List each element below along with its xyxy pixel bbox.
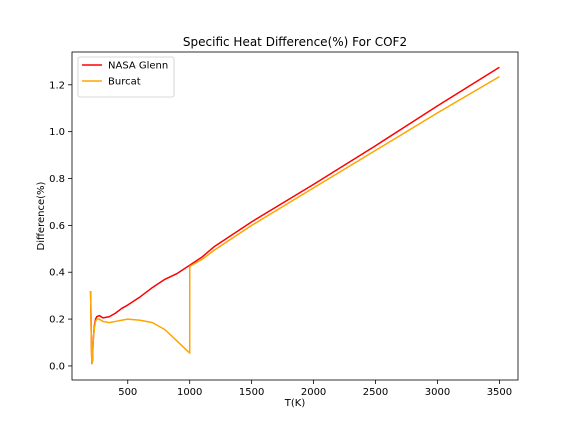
x-tick-label: 3000 — [425, 387, 450, 398]
x-axis-label: T(K) — [284, 398, 306, 409]
y-tick-label: 0.6 — [49, 221, 65, 232]
chart-title: Specific Heat Difference(%) For COF2 — [183, 35, 407, 49]
y-axis-label: Difference(%) — [36, 181, 47, 250]
x-tick-label: 2000 — [301, 387, 326, 398]
y-tick-label: 0.0 — [49, 361, 65, 372]
axis-ticks: 500 1000 1500 2000 2500 3000 3500 0.0 0.2 0.4 0.6 0… — [49, 80, 512, 398]
legend: NASA Glenn Burcat — [77, 56, 175, 98]
series-line-burcat — [89, 75, 500, 365]
axes-frame — [71, 51, 519, 381]
x-tick-label: 3500 — [487, 387, 512, 398]
legend-label-nasa-glenn: NASA Glenn — [108, 61, 168, 72]
y-tick-label: 0.2 — [49, 315, 65, 326]
x-tick-label: 1000 — [177, 387, 202, 398]
plot-area — [89, 66, 500, 365]
y-tick-label: 0.4 — [49, 268, 65, 279]
y-tick-label: 1.0 — [49, 127, 65, 138]
y-tick-label: 1.2 — [49, 80, 65, 91]
y-tick-label: 0.8 — [49, 174, 65, 185]
x-tick-label: 1500 — [239, 387, 264, 398]
legend-box — [77, 56, 175, 98]
legend-label-burcat: Burcat — [108, 77, 141, 88]
x-tick-label: 500 — [118, 387, 137, 398]
x-tick-label: 2500 — [363, 387, 388, 398]
